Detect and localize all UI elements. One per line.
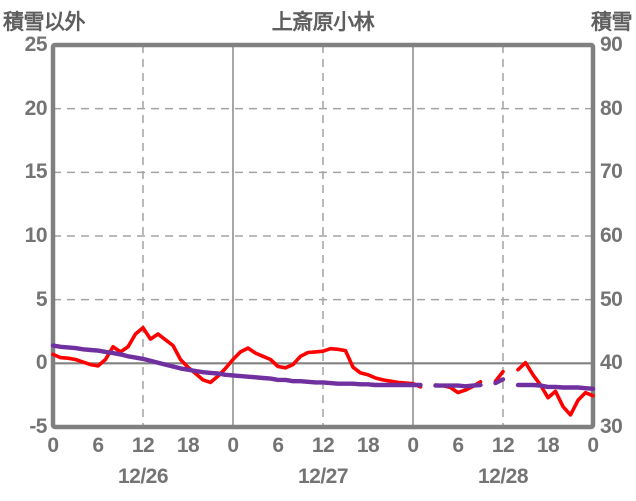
right-axis-tick-label: 50 [600,287,623,311]
x-axis-tick-label: 0 [587,434,599,457]
x-axis-tick-label: 0 [227,434,239,457]
red-series-line [51,325,595,417]
x-axis-tick-label: 12 [491,434,515,457]
x-axis-tick-label: 18 [356,434,380,457]
x-axis-date-label: 12/26 [117,465,169,488]
x-axis-tick-label: 0 [47,434,59,457]
plot-frame [50,42,596,430]
right-axis-tick-label: 60 [600,224,623,247]
x-axis-date-label: 12/28 [477,465,529,488]
right-axis-title: 積雪 [591,11,633,34]
x-axis-date-label: 12/27 [297,465,349,488]
x-axis-tick-label: 12 [311,434,335,457]
x-axis-tick-label: 0 [407,434,419,457]
left-axis-title: 積雪以外 [3,11,86,34]
left-axis-tick-label: 25 [24,33,48,56]
x-axis-tick-label: 18 [536,434,560,457]
x-axis-tick-label: 6 [272,434,284,457]
x-axis-tick-label: 6 [452,434,464,457]
purple-series-line [50,343,596,391]
left-axis-tick-label: 20 [24,96,48,120]
left-axis-tick-label: -5 [29,415,47,438]
right-axis-tick-label: 80 [600,96,623,120]
x-axis-tick-label: 18 [176,434,200,457]
right-axis-tick-label: 90 [600,33,623,56]
right-axis-tick-label: 30 [600,415,623,438]
right-axis-tick-label: 70 [600,160,623,184]
left-axis-tick-label: 15 [24,160,48,184]
chart-title: 上斎原小林 [271,11,375,34]
right-axis-tick-label: 40 [600,351,623,375]
left-axis-tick-label: 5 [35,287,48,311]
x-axis-tick-label: 6 [92,434,104,457]
x-axis-tick-label: 12 [131,434,155,457]
left-axis-tick-label: 0 [35,351,48,375]
left-axis-tick-label: 10 [24,224,48,247]
